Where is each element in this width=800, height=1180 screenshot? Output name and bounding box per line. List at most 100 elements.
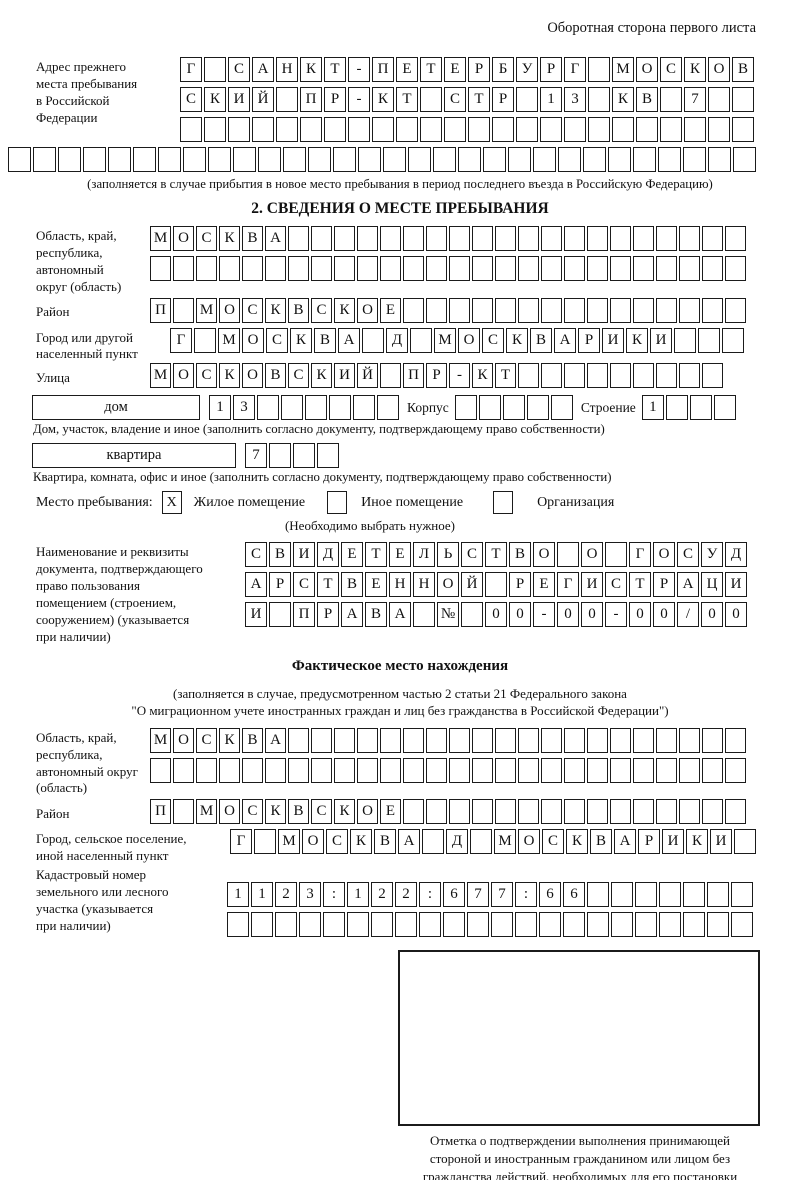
char-cell: Р [426,363,447,389]
char-cell: К [334,297,355,323]
char-cell [288,226,309,251]
char-cell [299,912,321,938]
char-cell [357,727,378,753]
doc-field: Наименование и реквизиты документа, подт… [0,542,800,645]
kvartira-box-label: квартира [32,443,236,469]
char-cell [419,912,441,938]
char-cell [133,147,156,172]
char-cell [426,256,447,281]
char-cell: И [725,572,747,598]
char-cell [408,147,431,172]
char-cell [683,912,705,938]
checkbox-zhiloe: X [161,491,182,515]
char-cell: С [444,87,466,112]
char-cell: / [677,602,699,628]
char-cell: 2 [395,882,417,908]
char-cell: И [581,572,603,598]
char-cell [516,87,538,112]
char-cell [679,363,700,389]
char-cell: В [365,602,387,628]
fact-oblast-label: Область, край, республика, автономный ок… [36,729,138,796]
char-cell: Г [230,829,252,855]
char-cell [403,297,424,323]
char-cell [660,117,682,142]
char-cell [433,147,456,172]
char-cell [725,256,746,281]
char-cell [449,727,470,753]
char-cell [518,363,539,389]
char-cell: С [482,327,504,353]
char-cell: Й [252,87,274,112]
char-cell [564,117,586,142]
char-cell: П [293,602,315,628]
section2-title: 2. СВЕДЕНИЯ О МЕСТЕ ПРЕБЫВАНИЯ [251,200,549,217]
char-cell: О [437,572,459,598]
char-cell [702,363,723,389]
doc-label: Наименование и реквизиты документа, подт… [36,544,203,644]
char-cell: К [290,327,312,353]
char-cell [702,226,723,251]
char-cell: О [636,57,658,82]
char-cell [684,117,706,142]
char-cell [403,256,424,281]
char-cell: П [150,799,171,825]
char-cell [334,757,355,783]
char-cell: К [311,363,332,389]
char-cell [283,147,306,172]
char-cell [518,799,539,825]
option-label-inoe: Иное помещение [361,494,464,510]
char-cell [608,147,631,172]
char-cell: В [269,542,291,568]
char-cell [605,542,627,568]
char-cell [305,395,327,421]
char-cell: О [533,542,555,568]
char-cell [636,117,658,142]
char-cell: К [626,327,648,353]
char-cell [495,727,516,753]
char-cell: С [311,799,332,825]
char-cell [674,327,696,353]
char-cell: М [494,829,516,855]
char-cell: О [302,829,324,855]
char-cell [660,87,682,112]
char-cell: А [389,602,411,628]
ulitsa-label: Улица [36,369,70,385]
char-cell: Е [389,542,411,568]
char-cell: И [710,829,732,855]
char-cell: 0 [581,602,603,628]
char-cell [311,226,332,251]
char-cell [702,799,723,825]
char-cell: А [398,829,420,855]
char-cell [587,882,609,908]
char-cell: В [265,363,286,389]
char-cell [734,829,756,855]
char-cell: Р [540,57,562,82]
char-cell [679,297,700,323]
char-cell [242,256,263,281]
dom-caption: Дом, участок, владение и иное (заполнить… [33,422,605,437]
char-cell: О [518,829,540,855]
char-cell [108,147,131,172]
char-cell [257,395,279,421]
char-cell [659,912,681,938]
char-cell: Д [446,829,468,855]
char-cell: М [612,57,634,82]
char-cell [564,226,585,251]
char-cell: О [173,727,194,753]
char-cell: Т [495,363,516,389]
char-cell [281,395,303,421]
char-cell [683,882,705,908]
char-cell: 0 [629,602,651,628]
char-cell: - [348,57,370,82]
char-cell: К [334,799,355,825]
char-cell [58,147,81,172]
char-cell [541,226,562,251]
char-cell [311,256,332,281]
char-cell: М [150,226,171,251]
char-cell: А [252,57,274,82]
char-cell [403,727,424,753]
char-cell [610,363,631,389]
char-cell [380,256,401,281]
char-cell [564,256,585,281]
